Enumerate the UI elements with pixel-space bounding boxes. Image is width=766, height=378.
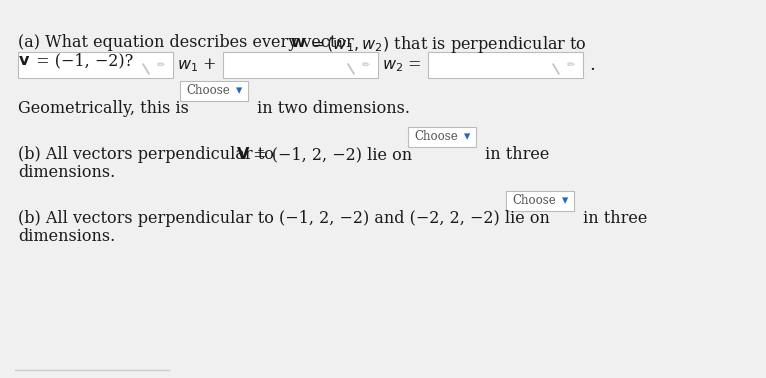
Text: = (−1, 2, −2) lie on: = (−1, 2, −2) lie on <box>248 146 412 163</box>
Bar <box>223 52 378 78</box>
Text: .: . <box>589 56 595 74</box>
Text: $= (w_1, w_2)$ that is perpendicular to: $= (w_1, w_2)$ that is perpendicular to <box>302 34 587 55</box>
Text: (b) All vectors perpendicular to: (b) All vectors perpendicular to <box>18 146 279 163</box>
Text: (a) What equation describes every vector: (a) What equation describes every vector <box>18 34 359 51</box>
Text: in three: in three <box>480 146 549 163</box>
Text: = (−1, −2)?: = (−1, −2)? <box>31 52 133 69</box>
Text: dimensions.: dimensions. <box>18 228 115 245</box>
Bar <box>428 52 583 78</box>
Bar <box>408 127 476 147</box>
Text: (b) All vectors perpendicular to (−1, 2, −2) and (−2, 2, −2) lie on: (b) All vectors perpendicular to (−1, 2,… <box>18 210 550 227</box>
Text: $\mathbf{w}$: $\mathbf{w}$ <box>290 34 306 51</box>
Text: Choose: Choose <box>414 130 458 144</box>
Text: dimensions.: dimensions. <box>18 164 115 181</box>
Bar <box>18 52 173 78</box>
Text: in three: in three <box>578 210 647 227</box>
Text: $\mathbf{v}$: $\mathbf{v}$ <box>18 52 30 69</box>
Text: Choose: Choose <box>186 85 230 98</box>
Text: Geometrically, this is: Geometrically, this is <box>18 100 189 117</box>
Text: ▾: ▾ <box>562 195 568 208</box>
Text: ▾: ▾ <box>236 85 242 98</box>
Text: in two dimensions.: in two dimensions. <box>252 100 410 117</box>
Text: $w_1$ +: $w_1$ + <box>177 56 217 74</box>
Text: $\mathbf{V}$: $\mathbf{V}$ <box>236 146 250 163</box>
Text: Choose: Choose <box>512 195 556 208</box>
Text: ✏: ✏ <box>362 60 370 70</box>
Text: ✏: ✏ <box>567 60 575 70</box>
Bar <box>180 81 248 101</box>
Bar <box>506 191 574 211</box>
Text: $w_2$ =: $w_2$ = <box>382 56 421 73</box>
Text: ✏: ✏ <box>157 60 165 70</box>
Text: ▾: ▾ <box>464 130 470 144</box>
